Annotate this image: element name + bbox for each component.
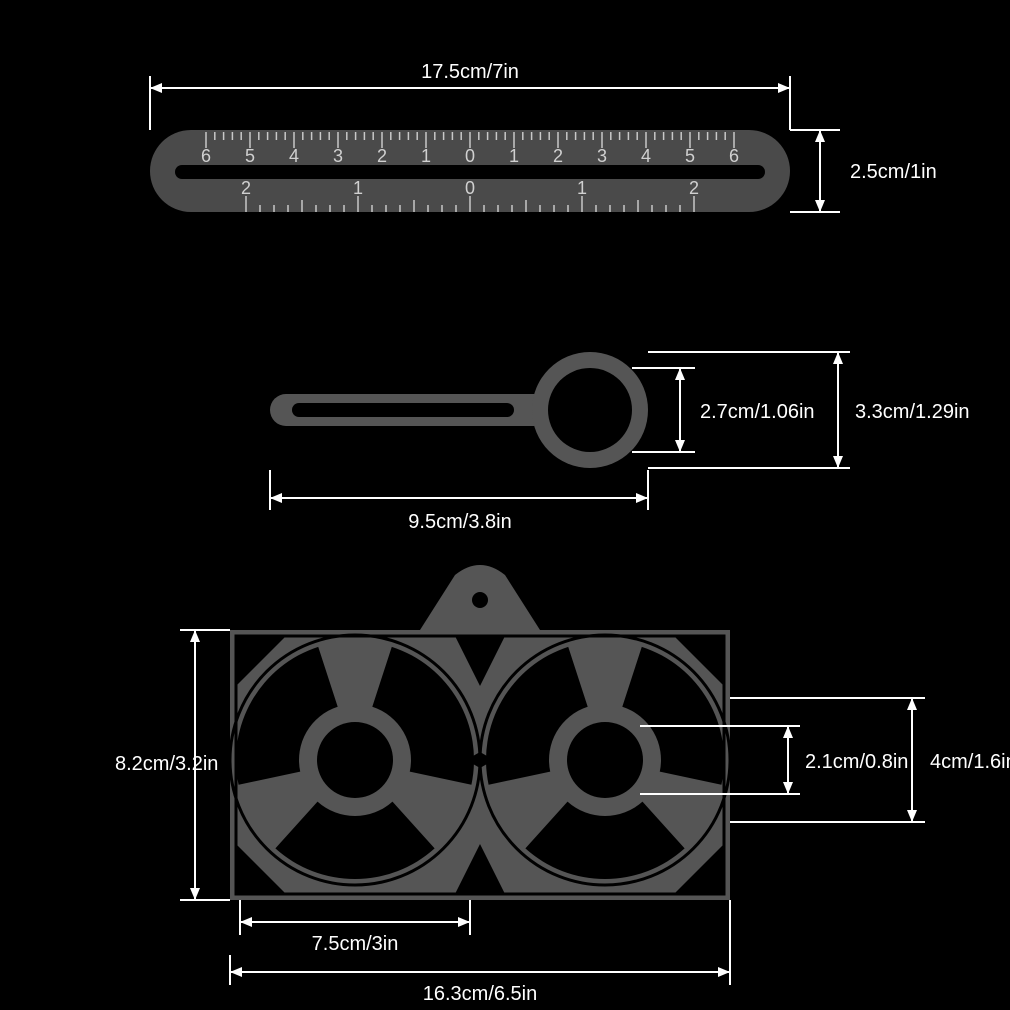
svg-text:2: 2 <box>553 146 563 166</box>
svg-text:3: 3 <box>333 146 343 166</box>
dim-locator-outer-label: 3.3cm/1.29in <box>855 401 970 423</box>
dim-locator-width-label: 9.5cm/3.8in <box>408 511 511 533</box>
svg-text:0: 0 <box>465 146 475 166</box>
svg-text:1: 1 <box>509 146 519 166</box>
diagram-canvas: 6543210123456 21012 17.5cm/7in 2.5cm/1in <box>0 0 1010 1010</box>
dim-ruler-width-label: 17.5cm/7in <box>421 61 519 83</box>
dim-guide-total-label: 16.3cm/6.5in <box>423 983 538 1005</box>
dim-guide-circle: 7.5cm/3in <box>240 900 470 955</box>
svg-text:4: 4 <box>289 146 299 166</box>
svg-text:2: 2 <box>377 146 387 166</box>
svg-text:0: 0 <box>465 178 475 198</box>
dim-guide-spacing-label: 4cm/1.6in <box>930 751 1010 773</box>
dim-guide-total: 16.3cm/6.5in <box>230 900 730 1005</box>
drill-guide <box>230 565 730 900</box>
dim-guide-circle-label: 7.5cm/3in <box>312 933 399 955</box>
dim-ruler-height: 2.5cm/1in <box>790 130 937 212</box>
svg-text:2: 2 <box>241 178 251 198</box>
svg-text:2: 2 <box>689 178 699 198</box>
svg-text:1: 1 <box>353 178 363 198</box>
ruler-tool: 6543210123456 21012 <box>150 130 790 212</box>
svg-text:1: 1 <box>421 146 431 166</box>
dim-locator-width: 9.5cm/3.8in <box>270 470 648 533</box>
svg-text:6: 6 <box>729 146 739 166</box>
dim-guide-inner-label: 2.1cm/0.8in <box>805 751 908 773</box>
svg-text:3: 3 <box>597 146 607 166</box>
dim-ruler-width: 17.5cm/7in <box>150 61 790 130</box>
svg-text:4: 4 <box>641 146 651 166</box>
dim-guide-height-label: 8.2cm/3.2in <box>115 753 218 775</box>
dim-ruler-height-label: 2.5cm/1in <box>850 161 937 183</box>
svg-text:5: 5 <box>245 146 255 166</box>
svg-text:6: 6 <box>201 146 211 166</box>
svg-text:5: 5 <box>685 146 695 166</box>
dim-locator-inner: 2.7cm/1.06in <box>632 368 815 452</box>
dim-guide-height: 8.2cm/3.2in <box>115 630 230 900</box>
svg-text:1: 1 <box>577 178 587 198</box>
dim-locator-inner-label: 2.7cm/1.06in <box>700 401 815 423</box>
locator-tool <box>270 352 648 468</box>
